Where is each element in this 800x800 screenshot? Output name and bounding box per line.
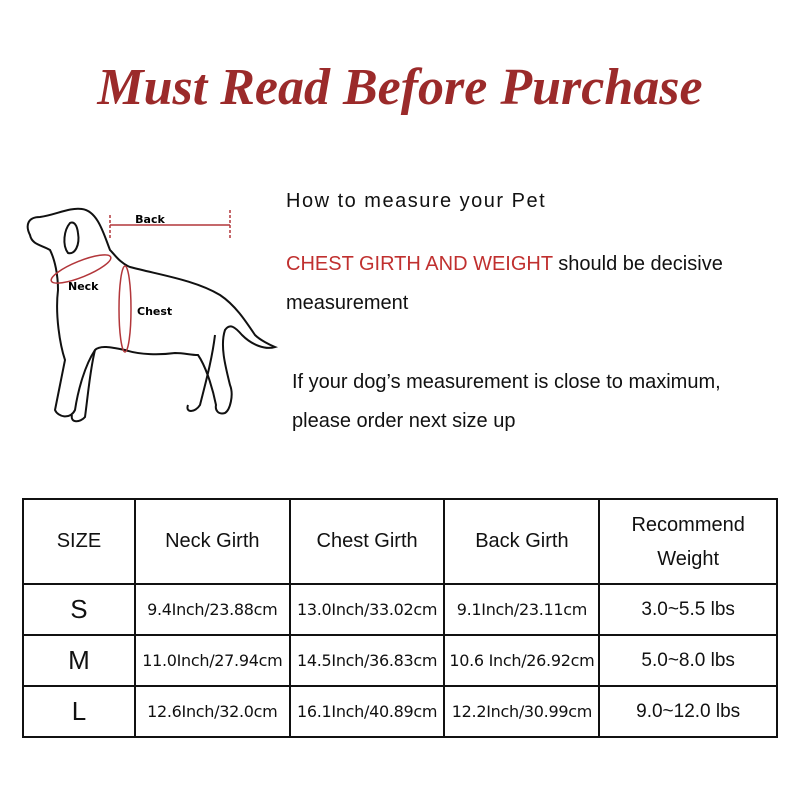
neck-cell: 11.0Inch/27.94cm (133, 634, 291, 687)
back-cell: 10.6 Inch/26.92cm (443, 634, 601, 687)
instruction-line-1: CHEST GIRTH AND WEIGHT should be decisiv… (286, 253, 723, 276)
neck-label: Neck (68, 280, 99, 293)
weight-cell: 3.0~5.5 lbs (598, 583, 778, 636)
size-cell: L (22, 685, 136, 738)
weight-cell: 5.0~8.0 lbs (598, 634, 778, 687)
header-size: SIZE (22, 498, 136, 585)
neck-cell: 12.6Inch/32.0cm (133, 685, 291, 738)
dog-measurement-diagram: Back Neck Chest (26, 207, 279, 423)
instruction-line-2: measurement (286, 292, 409, 314)
header-back-girth: Back Girth (443, 498, 601, 585)
table-header-row: SIZE Neck Girth Chest Girth Back Girth R… (22, 498, 778, 585)
instruction-text: should be decisive (552, 253, 723, 275)
chest-measure-ellipse (118, 265, 132, 353)
size-cell: M (22, 634, 136, 687)
chest-cell: 14.5Inch/36.83cm (288, 634, 446, 687)
dog-outline-icon (26, 207, 279, 423)
instruction-line-3: If your dog’s measurement is close to ma… (292, 371, 721, 393)
header-recommend-weight: Recommend Weight (598, 498, 778, 585)
back-cell: 12.2Inch/30.99cm (443, 685, 601, 738)
size-cell: S (22, 583, 136, 636)
chest-label: Chest (137, 305, 172, 318)
instructions-heading: How to measure your Pet (286, 190, 547, 212)
neck-cell: 9.4Inch/23.88cm (133, 583, 291, 636)
header-chest-girth: Chest Girth (288, 498, 446, 585)
table-row: S 9.4Inch/23.88cm 13.0Inch/33.02cm 9.1In… (22, 583, 778, 636)
page-title: Must Read Before Purchase (97, 59, 703, 116)
chest-cell: 16.1Inch/40.89cm (288, 685, 446, 738)
header-neck-girth: Neck Girth (133, 498, 291, 585)
emphasis-text: CHEST GIRTH AND WEIGHT (286, 253, 553, 275)
back-cell: 9.1Inch/23.11cm (443, 583, 601, 636)
weight-cell: 9.0~12.0 lbs (598, 685, 778, 738)
back-label: Back (135, 213, 165, 226)
table-row: M 11.0Inch/27.94cm 14.5Inch/36.83cm 10.6… (22, 634, 778, 687)
size-chart-table: SIZE Neck Girth Chest Girth Back Girth R… (22, 498, 778, 738)
neck-measure-ellipse (50, 254, 112, 284)
instruction-line-4: please order next size up (292, 410, 516, 432)
table-row: L 12.6Inch/32.0cm 16.1Inch/40.89cm 12.2I… (22, 685, 778, 738)
chest-cell: 13.0Inch/33.02cm (288, 583, 446, 636)
